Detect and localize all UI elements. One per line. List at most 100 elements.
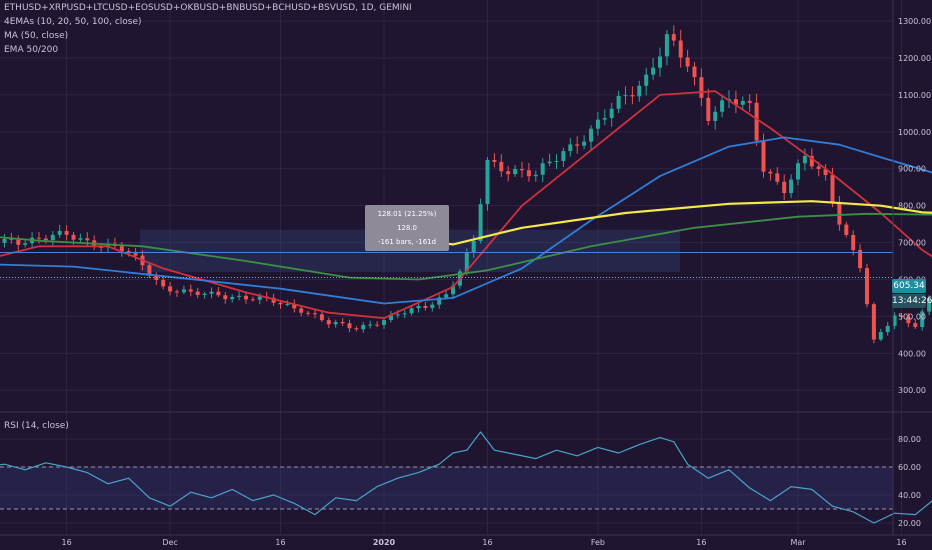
moving-average-line [370, 200, 932, 246]
moving-average-lines [0, 90, 932, 320]
candle-body [319, 314, 324, 321]
candle-body [354, 328, 359, 330]
candle-body [209, 291, 214, 294]
candle-body [858, 249, 863, 269]
time-tick-label: 16 [275, 538, 285, 547]
candle-body [506, 171, 511, 175]
candle-body [119, 246, 124, 252]
candle-body [382, 320, 386, 325]
symbol-legend[interactable]: ETHUSD+XRPUSD+LTCUSD+EOSUSD+OKBUSD+BNBUS… [4, 3, 412, 13]
candle-body [9, 238, 14, 240]
candle-body [237, 295, 242, 297]
price-tick-label: 900.00 [898, 165, 926, 174]
candle-body [43, 238, 48, 241]
candle-body [492, 159, 497, 162]
price-tick-label: 500.00 [898, 312, 926, 321]
candle-body [733, 99, 738, 105]
rsi-legend[interactable]: RSI (14, close) [4, 421, 69, 431]
candle-body [885, 325, 890, 333]
candle-body [85, 238, 90, 241]
moving-average-line [0, 212, 932, 281]
time-tick-label: Dec [162, 538, 177, 547]
time-tick-label: Mar [790, 538, 806, 547]
rsi-tick-label: 40.00 [898, 491, 921, 500]
indicator-legend-4emas[interactable]: 4EMAs (10, 20, 50, 100, close) [4, 17, 142, 27]
rsi-tick-label: 80.00 [898, 435, 921, 444]
candle-body [554, 160, 559, 162]
candle-body [837, 202, 842, 225]
candle-body [699, 77, 704, 98]
candle-body [809, 155, 814, 167]
candle-body [927, 298, 932, 312]
candle-body [285, 303, 290, 305]
rsi-tick-label: 20.00 [898, 519, 921, 528]
candle-body [271, 297, 276, 303]
candle-body [188, 289, 193, 292]
candle-body [616, 96, 621, 109]
candle-body [499, 161, 504, 172]
candle-body [244, 295, 248, 300]
measure-tooltip-change: 128.01 (21.25%) 128.0 [377, 210, 437, 232]
candle-body [754, 102, 759, 141]
time-axis: 16Oct16Nov16Dec16202016Feb16Mar16Apr16Ma… [0, 534, 932, 547]
price-tick-label: 1300.00 [898, 17, 931, 26]
candle-body [50, 234, 55, 241]
candle-body [685, 57, 690, 67]
candle-body [161, 279, 166, 287]
candle-body [899, 315, 904, 317]
candle-body [582, 141, 587, 146]
candle-body [658, 56, 662, 68]
indicator-legend-ema[interactable]: EMA 50/200 [4, 45, 59, 55]
candle-body [513, 169, 518, 175]
candle-body [720, 100, 725, 112]
candle-body [175, 291, 179, 293]
candle-body [830, 175, 835, 203]
candle-body [747, 100, 752, 103]
time-tick-label: 16 [896, 538, 906, 547]
candle-body [568, 144, 573, 152]
candle-body [388, 314, 393, 321]
candle-body [547, 161, 552, 164]
candle-body [637, 85, 642, 97]
candle-body [168, 286, 173, 292]
candle-body [444, 294, 449, 298]
candle-body [630, 95, 635, 97]
candle-body [892, 315, 897, 326]
candle-body [816, 166, 821, 169]
candle-body [540, 163, 545, 175]
candle-body [99, 246, 104, 248]
candle-body [761, 140, 766, 172]
candle-body [913, 323, 918, 328]
last-price-tag: 605.34 [892, 279, 926, 293]
candle-body [920, 311, 925, 328]
candle-body [871, 304, 876, 340]
candle-body [575, 144, 580, 146]
candle-body [623, 95, 628, 97]
candle-body [485, 159, 490, 205]
time-tick-label: 2020 [373, 538, 396, 547]
candle-body [340, 322, 345, 324]
candle-body [16, 239, 21, 245]
price-tick-label: 1000.00 [898, 128, 931, 137]
candle-body [595, 119, 600, 129]
candle-body [713, 111, 718, 121]
candle-body [644, 74, 649, 86]
candle-body [395, 314, 400, 316]
candle-body [823, 168, 828, 176]
price-tick-label: 1100.00 [898, 91, 931, 100]
indicator-legend-ma[interactable]: MA (50, close) [4, 31, 69, 41]
candle-body [802, 155, 807, 164]
candle-body [471, 240, 476, 253]
candle-body [23, 243, 28, 245]
candle-body [437, 297, 442, 305]
candle-body [423, 305, 428, 308]
candle-body [664, 34, 669, 57]
candle-body [768, 171, 773, 174]
candle-body [347, 323, 352, 329]
moving-average-line [0, 136, 932, 305]
candle-body [257, 296, 262, 300]
rsi-line [0, 431, 932, 524]
candle-body [71, 234, 76, 240]
moving-average-line [0, 90, 932, 320]
